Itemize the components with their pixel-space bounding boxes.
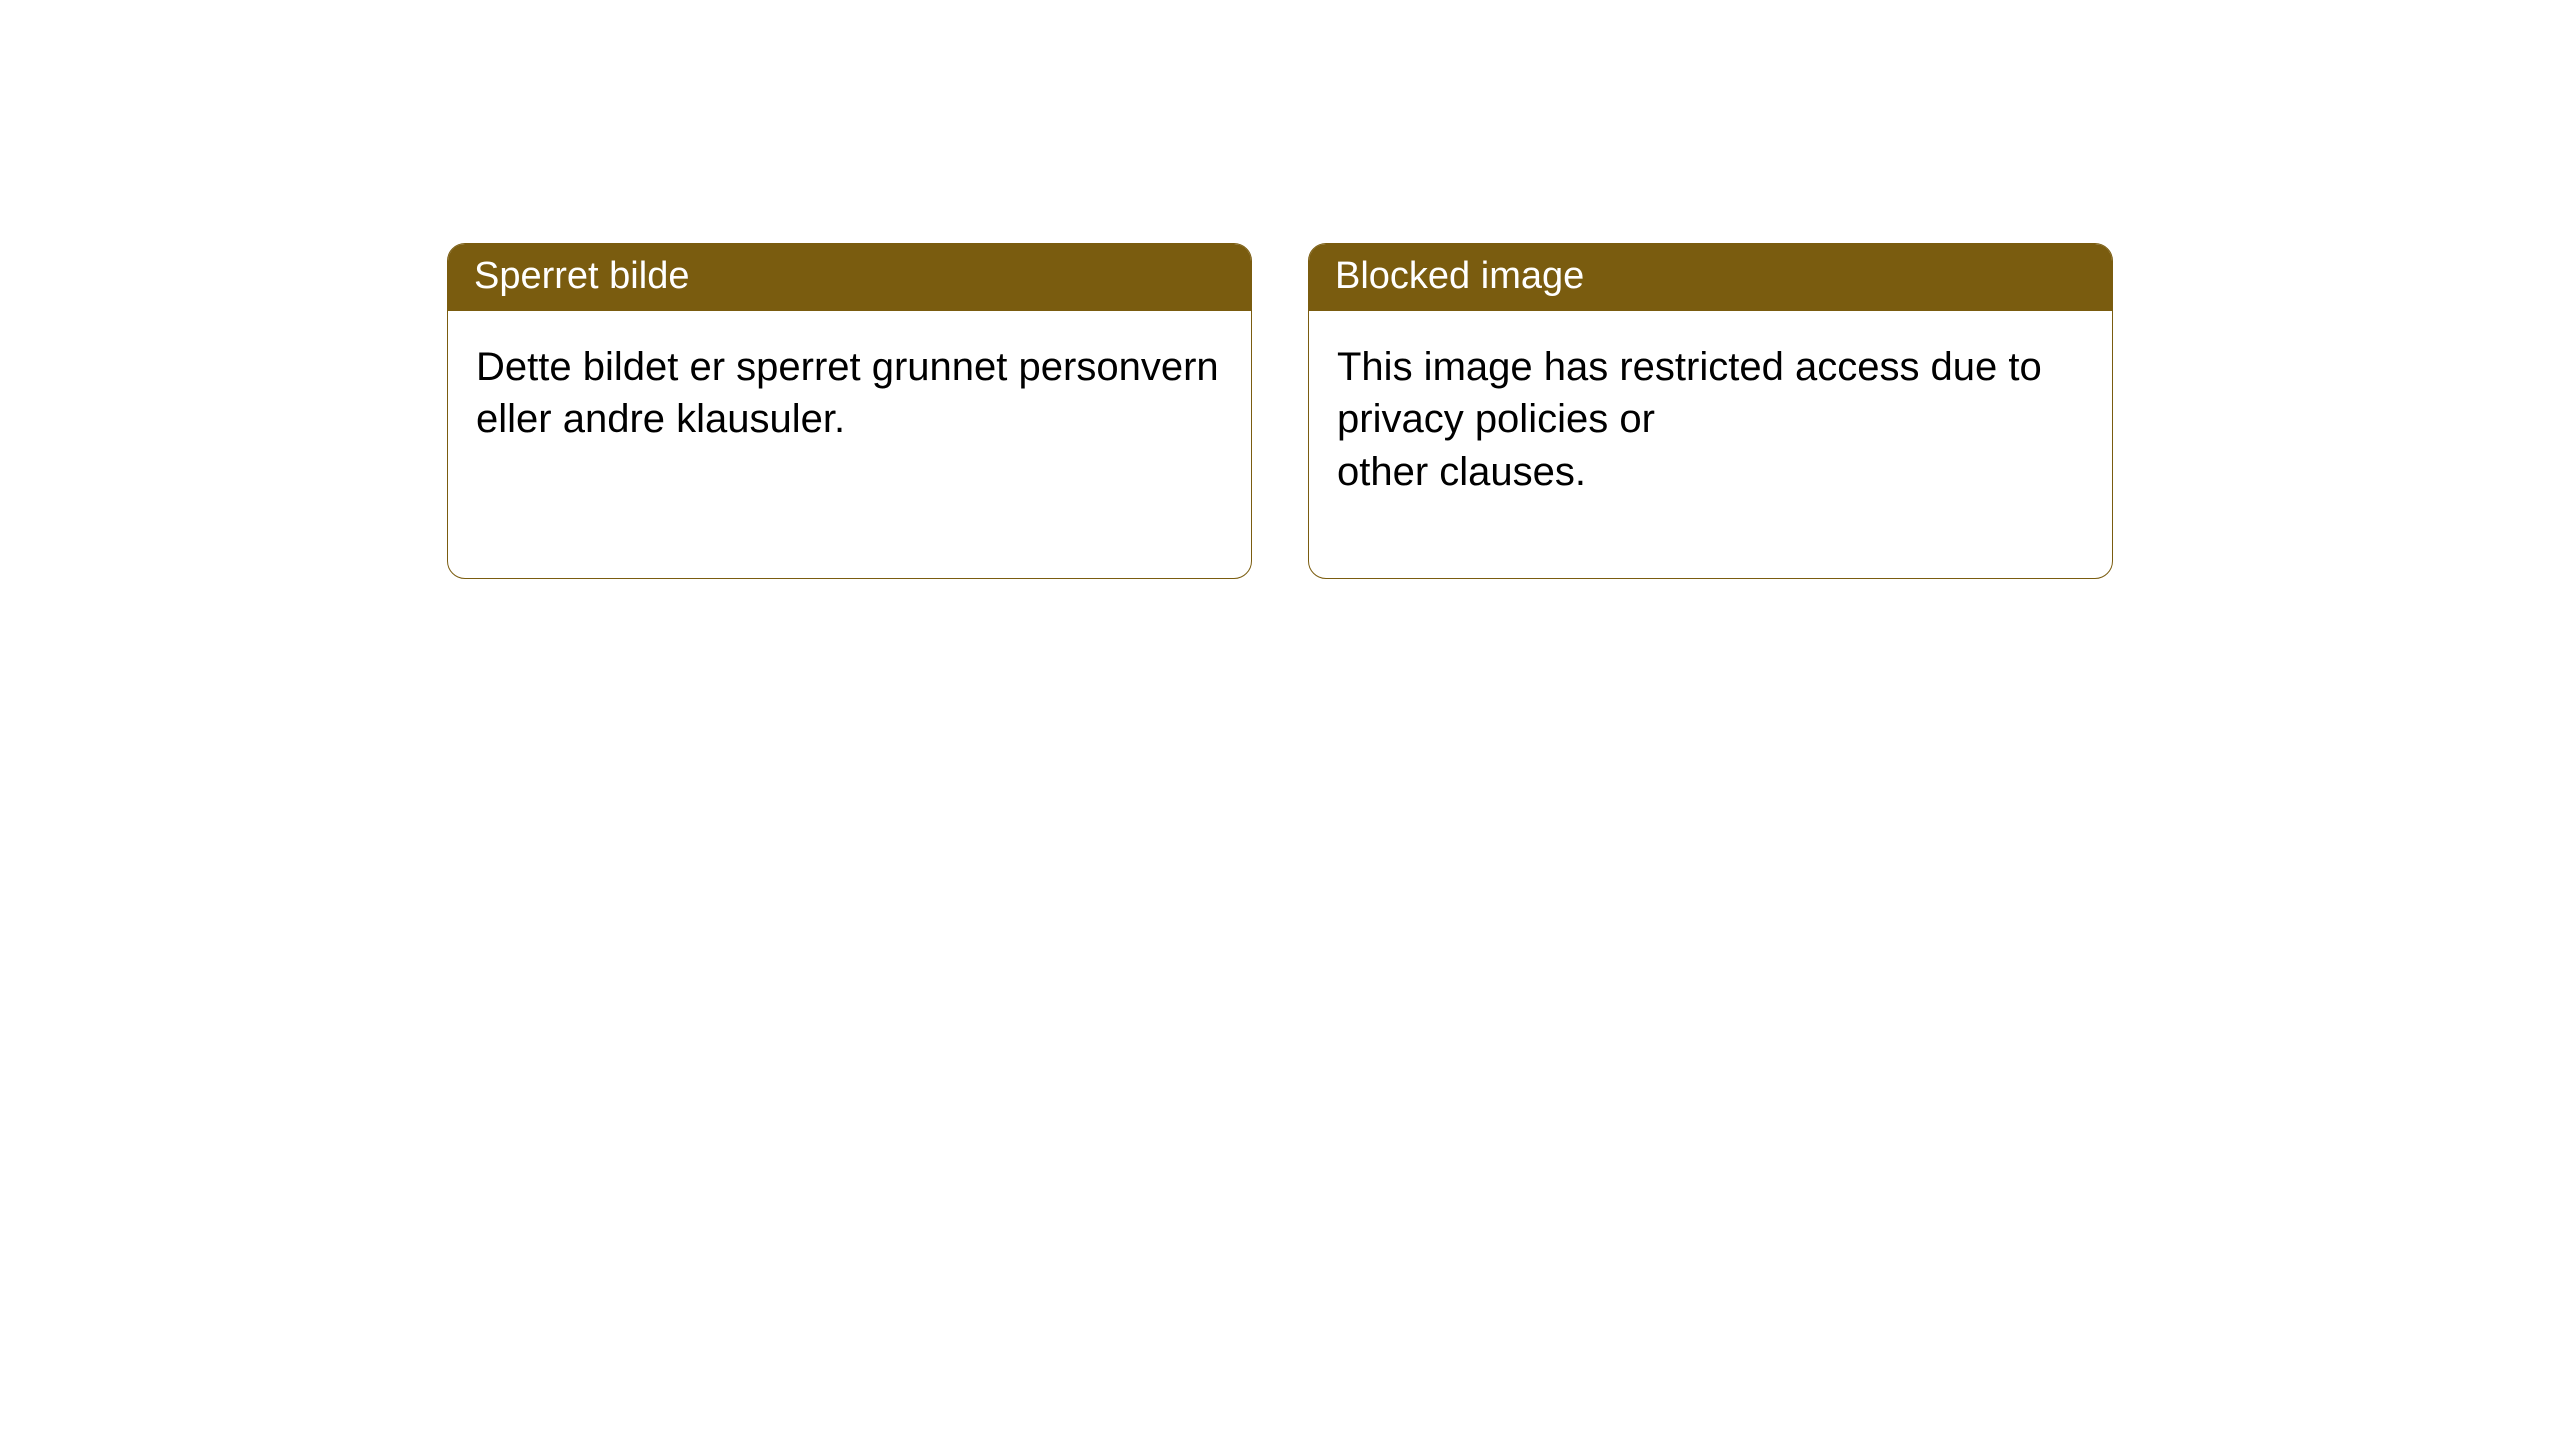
card-body-text: This image has restricted access due to … <box>1309 311 2112 529</box>
card-title: Sperret bilde <box>448 244 1251 311</box>
cards-container: Sperret bilde Dette bildet er sperret gr… <box>447 243 2113 579</box>
notice-card-english: Blocked image This image has restricted … <box>1308 243 2113 579</box>
card-title: Blocked image <box>1309 244 2112 311</box>
card-body-text: Dette bildet er sperret grunnet personve… <box>448 311 1251 477</box>
notice-card-norwegian: Sperret bilde Dette bildet er sperret gr… <box>447 243 1252 579</box>
